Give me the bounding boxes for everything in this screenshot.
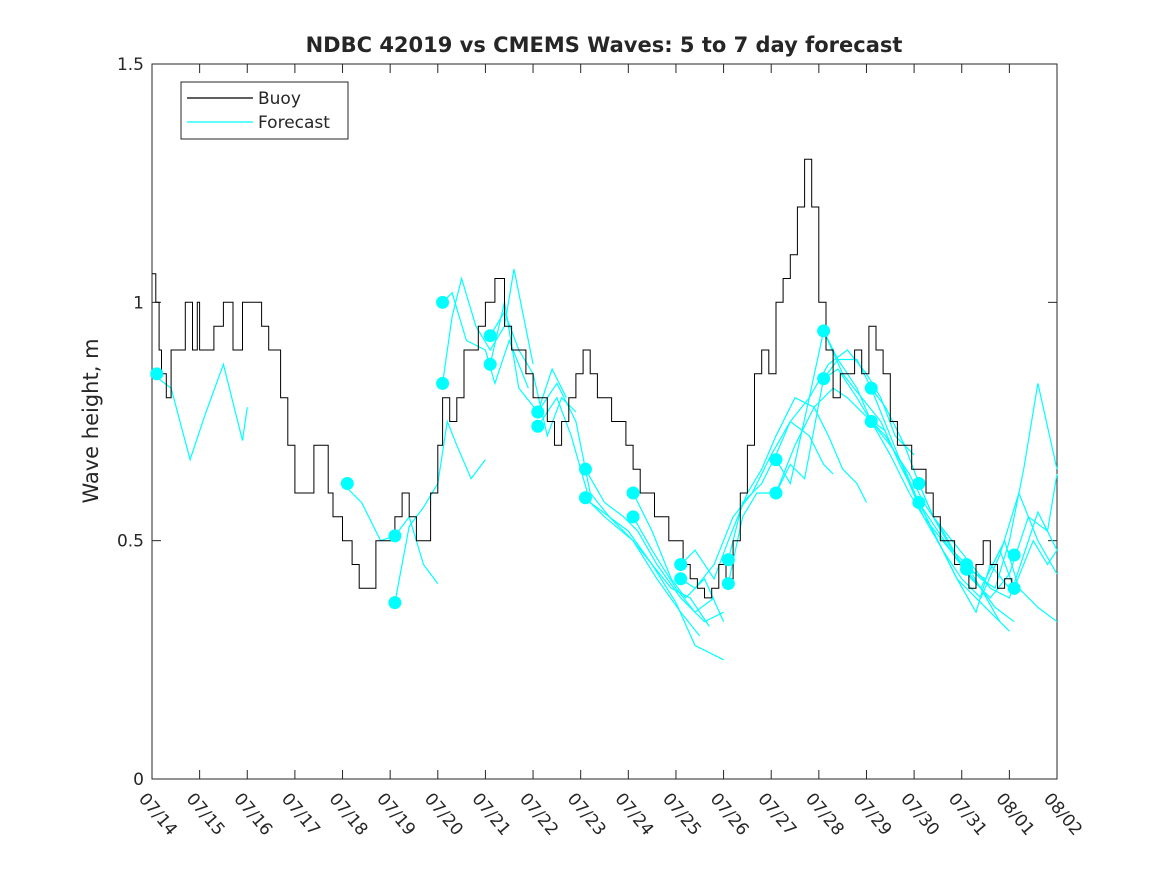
plot-area <box>151 63 1058 780</box>
x-tick-label: 07/31 <box>944 789 991 839</box>
forecast-series-line <box>870 387 1058 599</box>
legend-label: Forecast <box>258 113 330 133</box>
forecast-start-marker <box>721 577 735 591</box>
forecast-series-line <box>537 382 724 661</box>
legend-label: Buoy <box>258 89 301 109</box>
forecast-start-marker <box>1007 581 1021 595</box>
forecast-start-marker <box>769 453 783 467</box>
forecast-series-line <box>442 291 529 389</box>
y-axis-label: Wave height, m <box>79 338 103 503</box>
y-tick-label: 1 <box>133 293 144 313</box>
forecast-start-marker <box>721 553 735 567</box>
forecast-start-marker <box>626 486 640 500</box>
forecast-start-marker <box>817 372 831 386</box>
legend-box <box>180 81 349 140</box>
x-tick-label: 07/21 <box>468 789 515 839</box>
forecast-start-marker <box>912 496 926 510</box>
x-tick-label: 07/24 <box>610 789 657 839</box>
buoy-series-line <box>152 158 1019 599</box>
x-tick-label: 07/26 <box>706 789 753 839</box>
x-tick-label: 08/02 <box>1039 789 1086 839</box>
chart-title: NDBC 42019 vs CMEMS Waves: 5 to 7 day fo… <box>306 33 903 57</box>
x-tick-label: 07/23 <box>563 789 610 839</box>
y-tick-label: 1.5 <box>117 55 144 75</box>
y-tick-label: 0 <box>133 770 144 790</box>
forecast-start-marker <box>578 491 592 505</box>
x-tick-label: 07/30 <box>896 789 943 839</box>
forecast-start-marker <box>674 572 688 586</box>
x-tick-label: 07/17 <box>277 789 324 839</box>
x-tick-label: 07/19 <box>372 789 419 839</box>
forecast-series-line <box>584 497 710 627</box>
forecast-start-marker <box>1007 548 1021 562</box>
x-tick-label: 08/01 <box>992 789 1039 839</box>
forecast-series-line <box>680 420 834 590</box>
forecast-series-line <box>775 328 1010 632</box>
forecast-start-marker <box>436 376 450 390</box>
x-tick-label: 07/29 <box>849 789 896 839</box>
forecast-start-marker <box>864 381 878 395</box>
forecast-start-marker <box>388 596 402 610</box>
forecast-start-marker <box>531 419 545 433</box>
forecast-start-marker <box>674 558 688 571</box>
forecast-series-line <box>632 516 715 614</box>
x-tick-label: 07/27 <box>753 789 800 839</box>
forecast-start-marker <box>912 476 926 490</box>
forecast-series-line <box>727 387 886 584</box>
x-tick-label: 07/25 <box>658 789 705 839</box>
forecast-series-line <box>537 396 701 637</box>
forecast-series-line <box>823 330 1010 614</box>
forecast-start-marker <box>769 486 783 500</box>
x-tick-label: 07/16 <box>229 789 276 839</box>
forecast-start-marker <box>578 462 592 476</box>
x-tick-label: 07/15 <box>182 789 229 839</box>
forecast-start-marker <box>436 295 450 309</box>
forecast-start-marker <box>626 510 640 524</box>
forecast-series-line <box>680 396 868 581</box>
forecast-series-line <box>966 539 1058 623</box>
forecast-start-marker <box>483 357 497 371</box>
forecast-series-line <box>442 268 534 384</box>
forecast-start-marker <box>817 324 831 338</box>
forecast-start-marker <box>340 476 354 490</box>
series-layer <box>150 158 1058 661</box>
forecast-series-line <box>584 468 724 623</box>
forecast-series-line <box>918 383 1058 590</box>
forecast-series-line <box>632 492 725 622</box>
x-tick-label: 07/28 <box>801 789 848 839</box>
forecast-start-marker <box>864 415 878 428</box>
forecast-series-line <box>489 302 567 414</box>
forecast-start-marker <box>531 405 545 419</box>
x-tick-label: 07/22 <box>515 789 562 839</box>
forecast-start-marker <box>150 367 164 381</box>
forecast-series-line <box>823 368 1058 599</box>
forecast-start-marker <box>960 562 973 576</box>
legend: Buoy Forecast <box>180 81 349 140</box>
x-tick-label: 07/14 <box>134 789 181 839</box>
forecast-start-marker <box>483 329 497 343</box>
forecast-series-line <box>394 419 486 603</box>
forecast-start-marker <box>388 529 402 543</box>
x-tick-label: 07/20 <box>420 789 467 839</box>
y-tick-label: 0.5 <box>117 532 144 552</box>
x-tick-label: 07/18 <box>325 789 372 839</box>
